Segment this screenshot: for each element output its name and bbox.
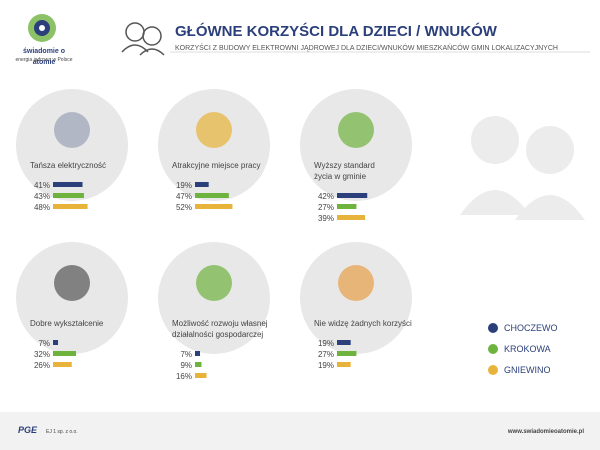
- value-label: 19%: [317, 339, 334, 348]
- footer-url: www.swiadomieoatomie.pl: [507, 429, 584, 435]
- panel-icon: [196, 265, 232, 301]
- category-label: Atrakcyjne miejsce pracy: [172, 161, 261, 170]
- chart-subtitle: KORZYŚCI Z BUDOWY ELEKTROWNI JĄDROWEJ DL…: [175, 45, 558, 52]
- logo-name: świadomie o atomie: [22, 48, 65, 66]
- category-label: Wyższy standard życia w gminie: [314, 161, 375, 181]
- footer-company: EJ 1 sp. z o.o.: [46, 429, 78, 435]
- value-label: 19%: [317, 361, 334, 370]
- bar: [53, 362, 72, 367]
- value-label: 16%: [175, 372, 192, 381]
- bar: [195, 182, 209, 187]
- value-label: 43%: [33, 192, 50, 201]
- bar: [337, 193, 368, 198]
- bar: [337, 215, 366, 220]
- category-label: Możliwość rozwoju własnej działalności g…: [172, 319, 268, 339]
- bar: [337, 351, 357, 356]
- value-label: 9%: [180, 361, 192, 370]
- logo: [28, 14, 56, 42]
- panel-icon: [196, 112, 232, 148]
- panel-icon: [338, 112, 374, 148]
- silhouette: [460, 116, 585, 220]
- bar: [195, 204, 233, 209]
- category-label: Tańsza elektryczność: [30, 161, 107, 170]
- value-label: 7%: [180, 350, 192, 359]
- bar: [195, 193, 229, 198]
- bar: [337, 204, 357, 209]
- category-label: Dobre wykształcenie: [30, 319, 104, 328]
- bar: [53, 193, 84, 198]
- chart-title: GŁÓWNE KORZYŚCI DLA DZIECI / WNUKÓW: [175, 23, 497, 40]
- bar: [337, 362, 351, 367]
- value-label: 7%: [38, 339, 50, 348]
- value-label: 26%: [33, 361, 50, 370]
- legend-label: GNIEWINO: [504, 365, 551, 375]
- legend-label: KROKOWA: [504, 344, 551, 354]
- bar: [195, 351, 201, 356]
- value-label: 41%: [33, 181, 50, 190]
- value-label: 19%: [175, 181, 192, 190]
- footer-brand: PGE: [18, 425, 38, 435]
- bar: [337, 340, 351, 345]
- bar: [195, 362, 202, 367]
- legend-swatch: [488, 323, 498, 333]
- legend-label: CHOCZEWO: [504, 323, 558, 333]
- value-label: 47%: [175, 192, 192, 201]
- header-icon: [121, 22, 165, 56]
- value-label: 48%: [33, 203, 50, 212]
- value-label: 27%: [317, 203, 334, 212]
- legend-swatch: [488, 365, 498, 375]
- value-label: 39%: [317, 214, 334, 223]
- legend-swatch: [488, 344, 498, 354]
- bar: [195, 373, 207, 378]
- bar: [53, 182, 83, 187]
- footer-band: [0, 412, 600, 450]
- bar: [53, 204, 88, 209]
- category-label: Nie widzę żadnych korzyści: [314, 319, 412, 328]
- panel-icon: [54, 265, 90, 301]
- bar: [53, 340, 59, 345]
- value-label: 32%: [33, 350, 50, 359]
- value-label: 42%: [317, 192, 334, 201]
- value-label: 27%: [317, 350, 334, 359]
- logo-tagline: energia jądrowa w Polsce: [15, 57, 73, 63]
- panel-icon: [54, 112, 90, 148]
- panel-icon: [338, 265, 374, 301]
- bar: [53, 351, 77, 356]
- value-label: 52%: [175, 203, 192, 212]
